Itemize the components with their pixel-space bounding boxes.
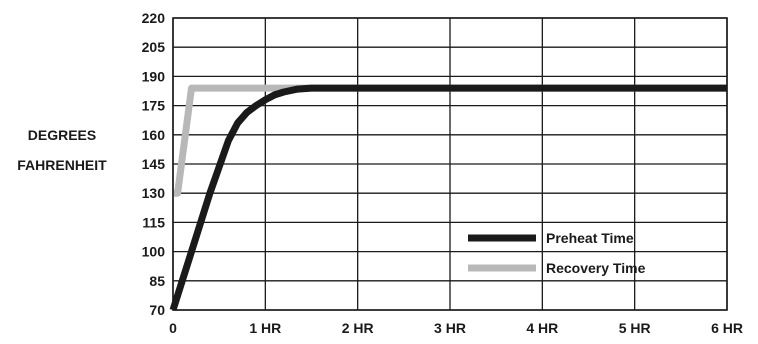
x-tick-label: 0 xyxy=(169,320,177,336)
x-tick-label: 3 HR xyxy=(434,320,466,336)
y-tick-label: 220 xyxy=(142,10,166,26)
series-lines xyxy=(169,84,727,312)
y-tick-label: 85 xyxy=(149,273,165,289)
y-tick-label: 160 xyxy=(142,127,166,143)
legend-item-preheat: Preheat Time xyxy=(468,230,634,246)
axes: 70 85 100 115 130 145 160 175 190 205 220 0 1 HR 2 HR… xyxy=(142,10,743,336)
x-tick-label: 4 HR xyxy=(526,320,558,336)
plot-frame xyxy=(172,17,728,311)
legend-item-recovery: Recovery Time xyxy=(468,260,646,276)
x-tick-label: 6 HR xyxy=(711,320,743,336)
y-axis-title: DEGREES FAHRENHEIT xyxy=(17,127,107,173)
x-tick-label: 2 HR xyxy=(342,320,374,336)
y-tick-label: 70 xyxy=(149,302,165,318)
y-axis-title-line-2: FAHRENHEIT xyxy=(17,157,107,173)
legend: Preheat Time Recovery Time xyxy=(468,230,646,276)
y-axis-title-line-1: DEGREES xyxy=(28,127,96,143)
legend-label-preheat: Preheat Time xyxy=(546,230,634,246)
series-line-preheat xyxy=(169,84,727,312)
y-tick-label: 115 xyxy=(142,214,165,230)
y-tick-label: 100 xyxy=(142,244,166,260)
x-tick-label: 1 HR xyxy=(249,320,281,336)
y-tick-label: 205 xyxy=(142,39,166,55)
y-tick-label: 175 xyxy=(142,98,166,114)
legend-label-recovery: Recovery Time xyxy=(546,260,646,276)
y-tick-label: 190 xyxy=(142,68,166,84)
y-tick-label: 145 xyxy=(142,156,166,172)
y-tick-label: 130 xyxy=(142,185,166,201)
x-tick-label: 5 HR xyxy=(619,320,651,336)
